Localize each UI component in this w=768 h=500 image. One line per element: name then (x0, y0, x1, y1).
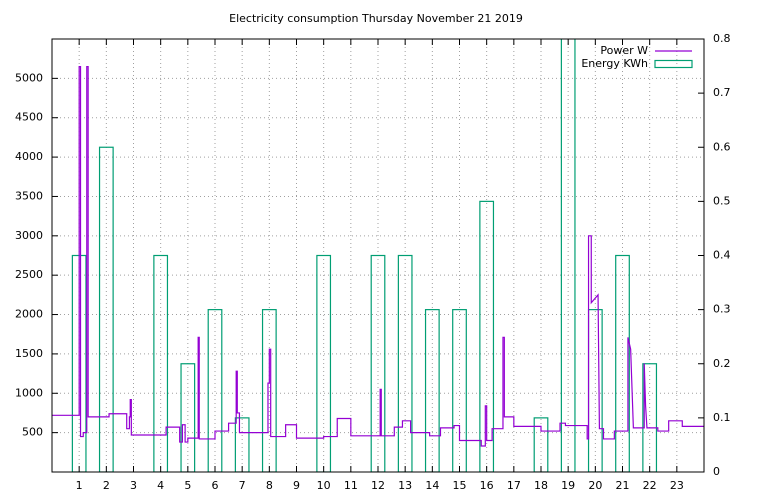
x-tick-label: 9 (293, 479, 300, 492)
x-tick-label: 5 (184, 479, 191, 492)
x-tick-label: 19 (561, 479, 575, 492)
chart-title: Electricity consumption Thursday Novembe… (229, 12, 523, 25)
energy-bar (560, 39, 576, 472)
y-tick-label: 5000 (15, 71, 43, 84)
y-tick-label: 2500 (15, 268, 43, 281)
y-tick-label: 4500 (15, 111, 43, 124)
y-tick-label: 4000 (15, 150, 43, 163)
y2-tick-label: 0.6 (713, 140, 731, 153)
energy-bar (180, 363, 196, 472)
x-tick-label: 4 (157, 479, 164, 492)
axes: 1 2 3 4 5 6 7 8 9 10 11 12 13 14 15 16 17 18 19 20 21 22 23500… (15, 32, 731, 492)
x-tick-label: 21 (616, 479, 630, 492)
x-tick-label: 12 (371, 479, 385, 492)
x-tick-label: 10 (317, 479, 331, 492)
y2-tick-label: 0.3 (713, 303, 731, 316)
y2-tick-label: 0.2 (713, 357, 731, 370)
x-tick-label: 17 (507, 479, 521, 492)
y-tick-label: 500 (22, 426, 43, 439)
plot-area (52, 39, 704, 472)
energy-bar (479, 200, 495, 472)
y2-tick-label: 0.4 (713, 249, 731, 262)
x-tick-label: 23 (670, 479, 684, 492)
x-tick-label: 1 (76, 479, 83, 492)
energy-bar (234, 417, 250, 472)
x-tick-label: 11 (344, 479, 358, 492)
energy-bar (424, 309, 440, 472)
energy-bar (370, 254, 386, 472)
y2-tick-label: 0.5 (713, 194, 731, 207)
x-tick-label: 15 (453, 479, 467, 492)
x-tick-label: 22 (643, 479, 657, 492)
legend-label: Energy KWh (581, 57, 648, 70)
energy-bar (153, 254, 169, 472)
energy-bar (261, 309, 277, 472)
x-tick-label: 14 (425, 479, 439, 492)
x-tick-label: 7 (239, 479, 246, 492)
energy-bar (533, 417, 549, 472)
x-tick-label: 3 (130, 479, 137, 492)
y2-tick-label: 0 (713, 465, 720, 478)
energy-bar (397, 254, 413, 472)
y2-tick-label: 0.8 (713, 32, 731, 45)
legend-label: Power W (600, 44, 648, 57)
x-tick-label: 16 (480, 479, 494, 492)
energy-bar (642, 363, 658, 472)
y2-tick-label: 0.7 (713, 86, 731, 99)
energy-bar (615, 254, 630, 472)
x-tick-label: 6 (212, 479, 219, 492)
x-tick-label: 18 (534, 479, 548, 492)
x-tick-label: 20 (588, 479, 602, 492)
y-tick-label: 3000 (15, 229, 43, 242)
y-tick-label: 3500 (15, 189, 43, 202)
y2-tick-label: 0.1 (713, 411, 731, 424)
y-tick-label: 1000 (15, 386, 43, 399)
energy-bar (316, 254, 332, 472)
energy-bar (207, 309, 223, 472)
power-line (52, 65, 704, 447)
x-tick-label: 2 (103, 479, 110, 492)
y-tick-label: 1500 (15, 347, 43, 360)
energy-bar (98, 146, 114, 472)
x-tick-label: 13 (398, 479, 412, 492)
legend-swatch (654, 59, 693, 69)
energy-bar (452, 309, 467, 472)
y-tick-label: 2000 (15, 308, 43, 321)
x-tick-label: 8 (266, 479, 273, 492)
